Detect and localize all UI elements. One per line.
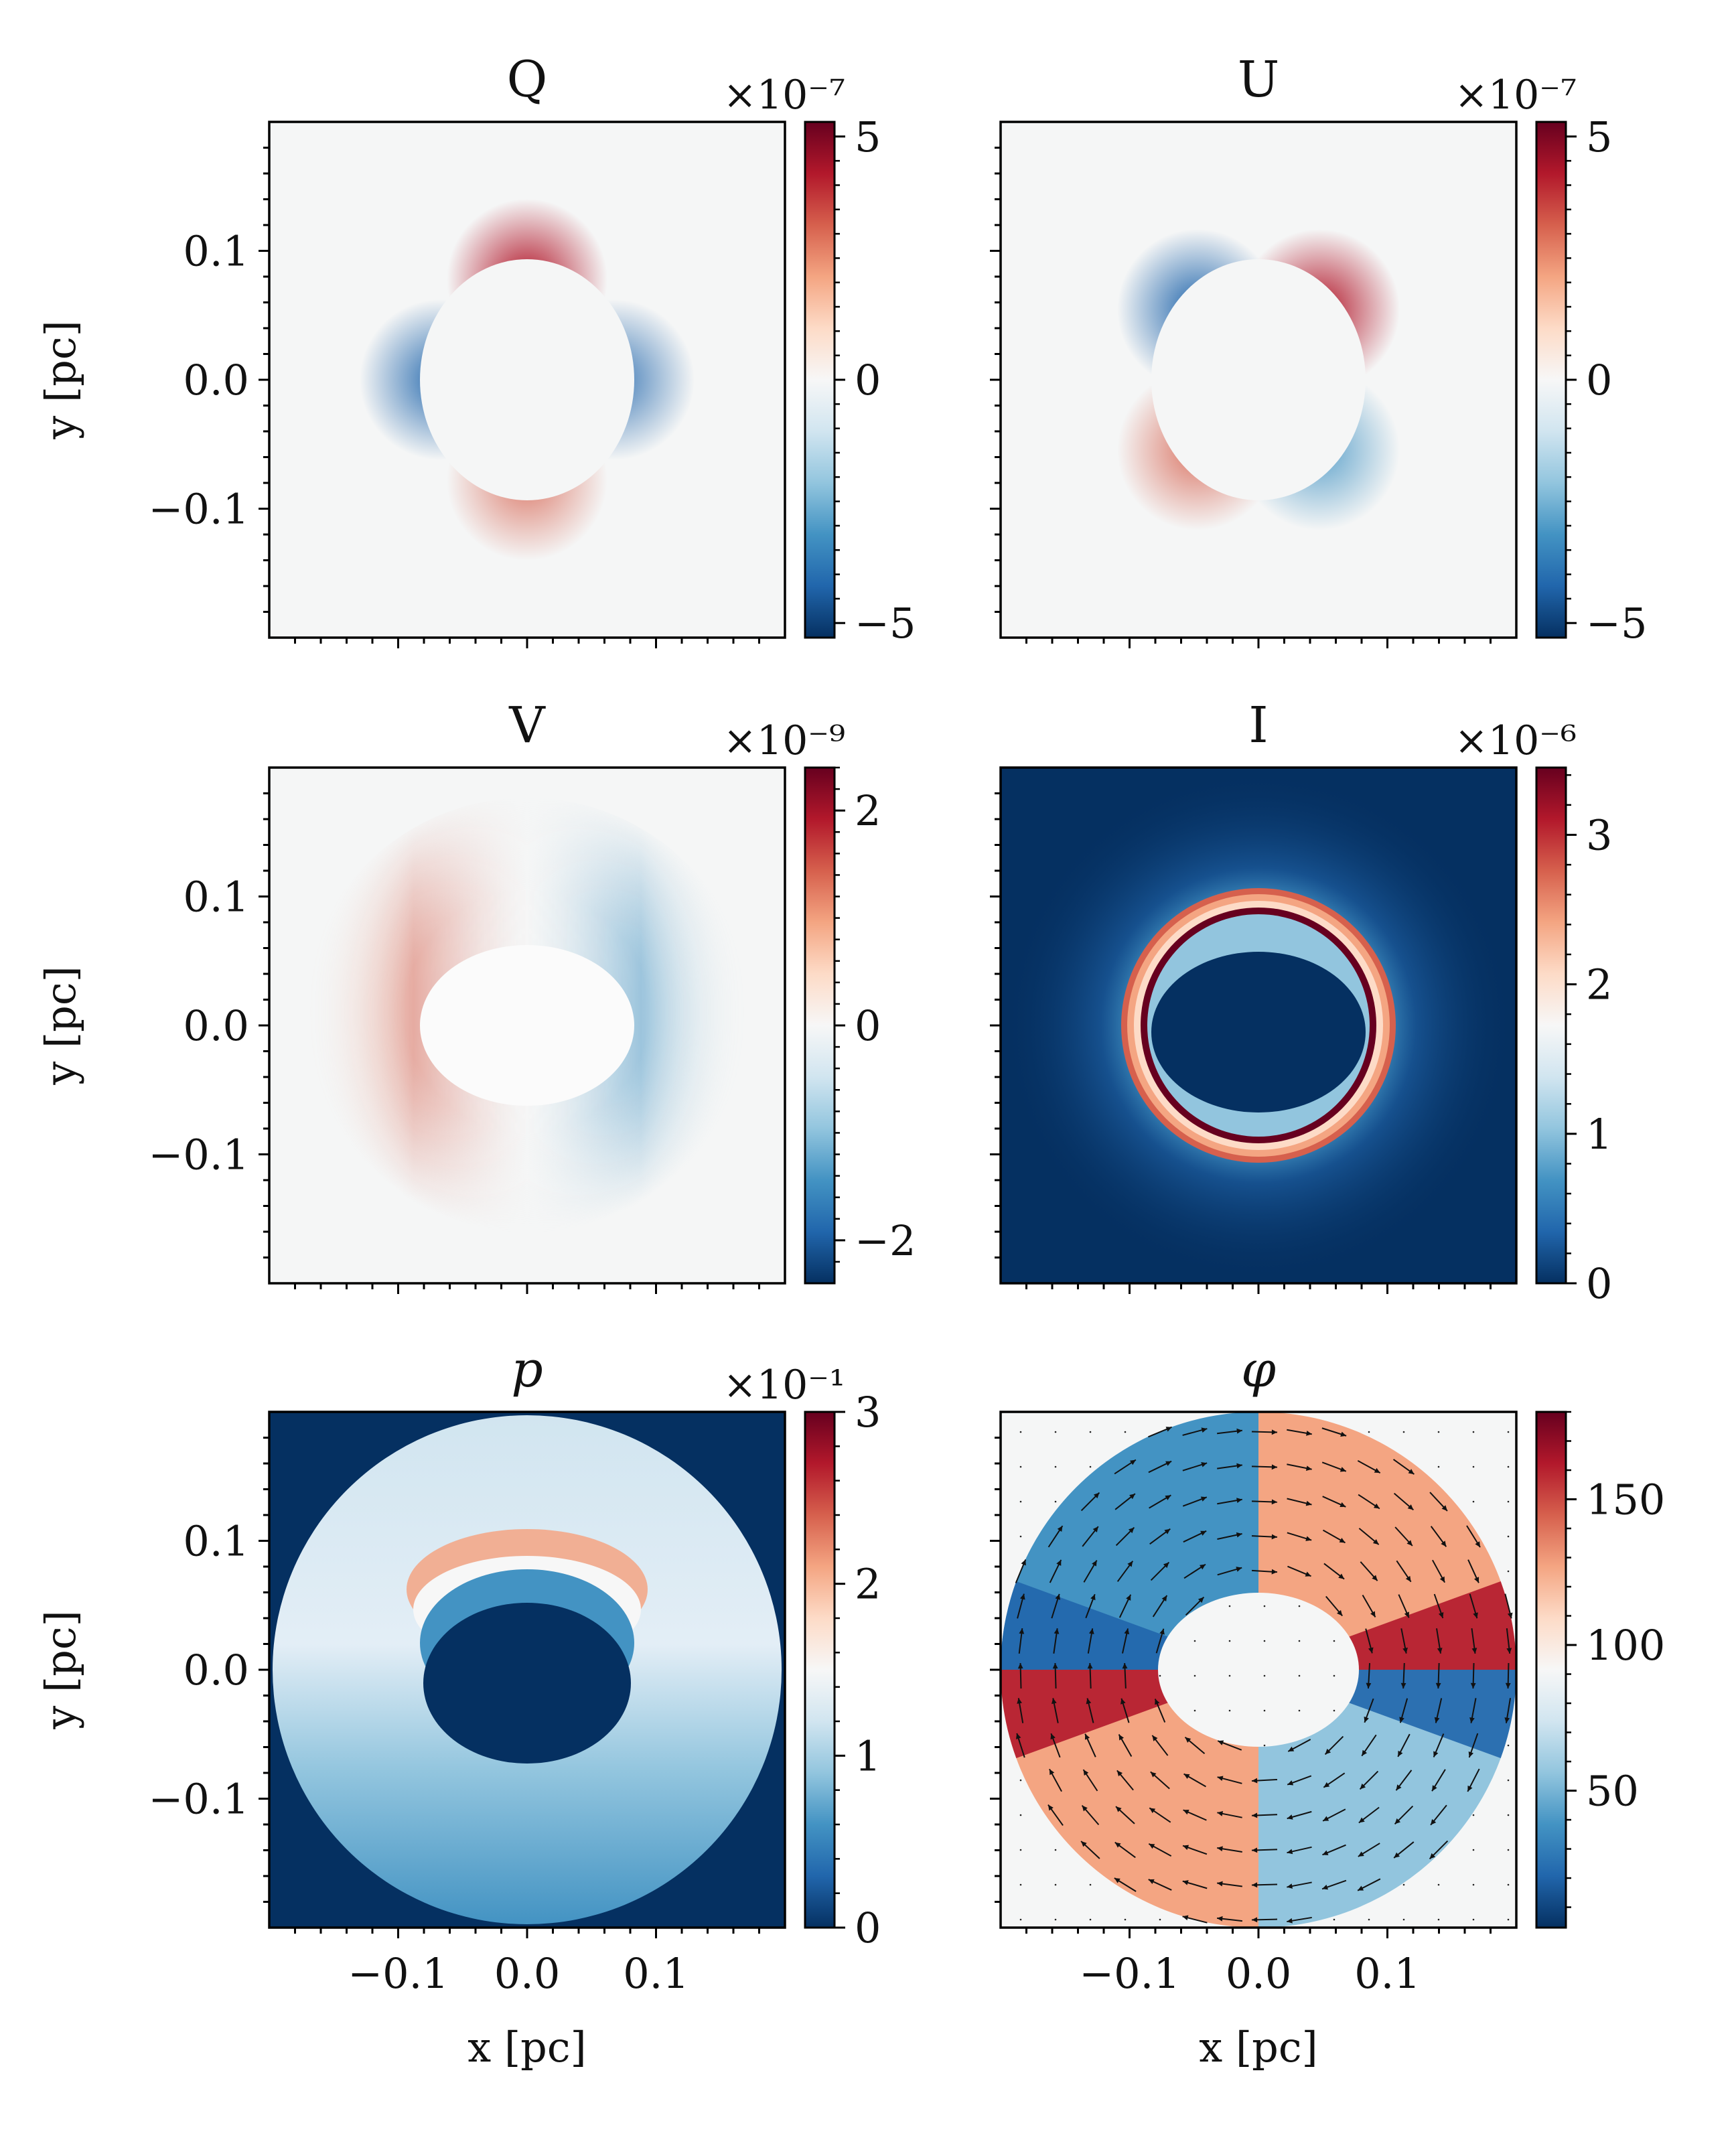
colorbar-tick-label: 3 xyxy=(1586,810,1612,859)
y-tick-label: −0.1 xyxy=(148,1775,249,1824)
heatmap-4 xyxy=(269,1412,785,1928)
colorbar-tick-label: 1 xyxy=(855,1731,881,1780)
x-tick-label: 0.1 xyxy=(623,1949,689,1998)
panel-title: Q xyxy=(507,51,548,109)
colorbar-tick-label: −5 xyxy=(855,599,916,648)
heatmap-1 xyxy=(1001,122,1516,638)
colorbar-tick-label: 0 xyxy=(1586,1259,1612,1308)
y-tick-label: 0.0 xyxy=(183,356,249,405)
colorbar-tick-label: 150 xyxy=(1586,1476,1665,1524)
x-tick-label: −0.1 xyxy=(1079,1949,1180,1998)
colorbar xyxy=(1535,766,1567,1285)
heatmap-2 xyxy=(269,768,785,1283)
heatmap-0 xyxy=(269,122,785,638)
colorbar-tick-label: 0 xyxy=(855,1903,881,1952)
panel-title: V xyxy=(508,697,546,754)
y-tick-label: 0.0 xyxy=(183,1646,249,1695)
colorbar-tick-label: 0 xyxy=(1586,356,1612,405)
colorbar xyxy=(804,1411,836,1929)
colorbar xyxy=(1535,1411,1567,1929)
colorbar xyxy=(804,766,836,1285)
x-tick-label: 0.0 xyxy=(1226,1949,1292,1998)
colorbar-scale-label: ×10⁻⁷ xyxy=(1455,72,1577,119)
colorbar-tick-label: 2 xyxy=(1586,960,1612,1009)
heatmap-3 xyxy=(1001,768,1516,1283)
colorbar-tick-label: 5 xyxy=(855,113,881,161)
y-tick-label: 0.1 xyxy=(183,873,249,922)
panel-title: p xyxy=(511,1341,542,1398)
panel-title: I xyxy=(1248,697,1268,754)
x-tick-label: 0.0 xyxy=(494,1949,561,1998)
colorbar-tick-label: −5 xyxy=(1586,599,1647,648)
colorbar-tick-label: 1 xyxy=(1586,1110,1612,1159)
colorbar-scale-label: ×10⁻⁷ xyxy=(723,72,845,119)
colorbar-tick-label: 2 xyxy=(855,1560,881,1609)
y-tick-label: 0.1 xyxy=(183,1517,249,1566)
panel-title: φ xyxy=(1241,1341,1276,1398)
colorbar-tick-label: 5 xyxy=(1586,113,1612,161)
y-axis-label: y [pc] xyxy=(36,966,85,1086)
colorbar xyxy=(1535,121,1567,639)
panel-title: U xyxy=(1238,51,1279,109)
colorbar-scale-label: ×10⁻⁹ xyxy=(723,717,845,764)
colorbar-tick-label: 0 xyxy=(855,1001,881,1050)
y-tick-label: 0.1 xyxy=(183,227,249,276)
colorbar-tick-label: 50 xyxy=(1586,1767,1639,1816)
colorbar-tick-label: 0 xyxy=(855,356,881,405)
x-axis-label: x [pc] xyxy=(467,2023,586,2072)
colorbar-scale-label: ×10⁻⁶ xyxy=(1455,717,1577,764)
heatmap-5 xyxy=(1001,1412,1516,1928)
y-axis-label: y [pc] xyxy=(36,320,85,440)
y-tick-label: −0.1 xyxy=(148,1131,249,1179)
colorbar-tick-label: −2 xyxy=(855,1216,916,1265)
y-tick-label: 0.0 xyxy=(183,1001,249,1050)
colorbar xyxy=(804,121,836,639)
y-axis-label: y [pc] xyxy=(36,1610,85,1730)
x-axis-label: x [pc] xyxy=(1199,2023,1317,2072)
colorbar-tick-label: 2 xyxy=(855,786,881,835)
colorbar-scale-label: ×10⁻¹ xyxy=(723,1362,845,1409)
y-tick-label: −0.1 xyxy=(148,485,249,534)
x-tick-label: −0.1 xyxy=(348,1949,449,1998)
x-tick-label: 0.1 xyxy=(1354,1949,1421,1998)
colorbar-tick-label: 100 xyxy=(1586,1621,1665,1670)
colorbar-tick-label: 3 xyxy=(855,1388,881,1437)
